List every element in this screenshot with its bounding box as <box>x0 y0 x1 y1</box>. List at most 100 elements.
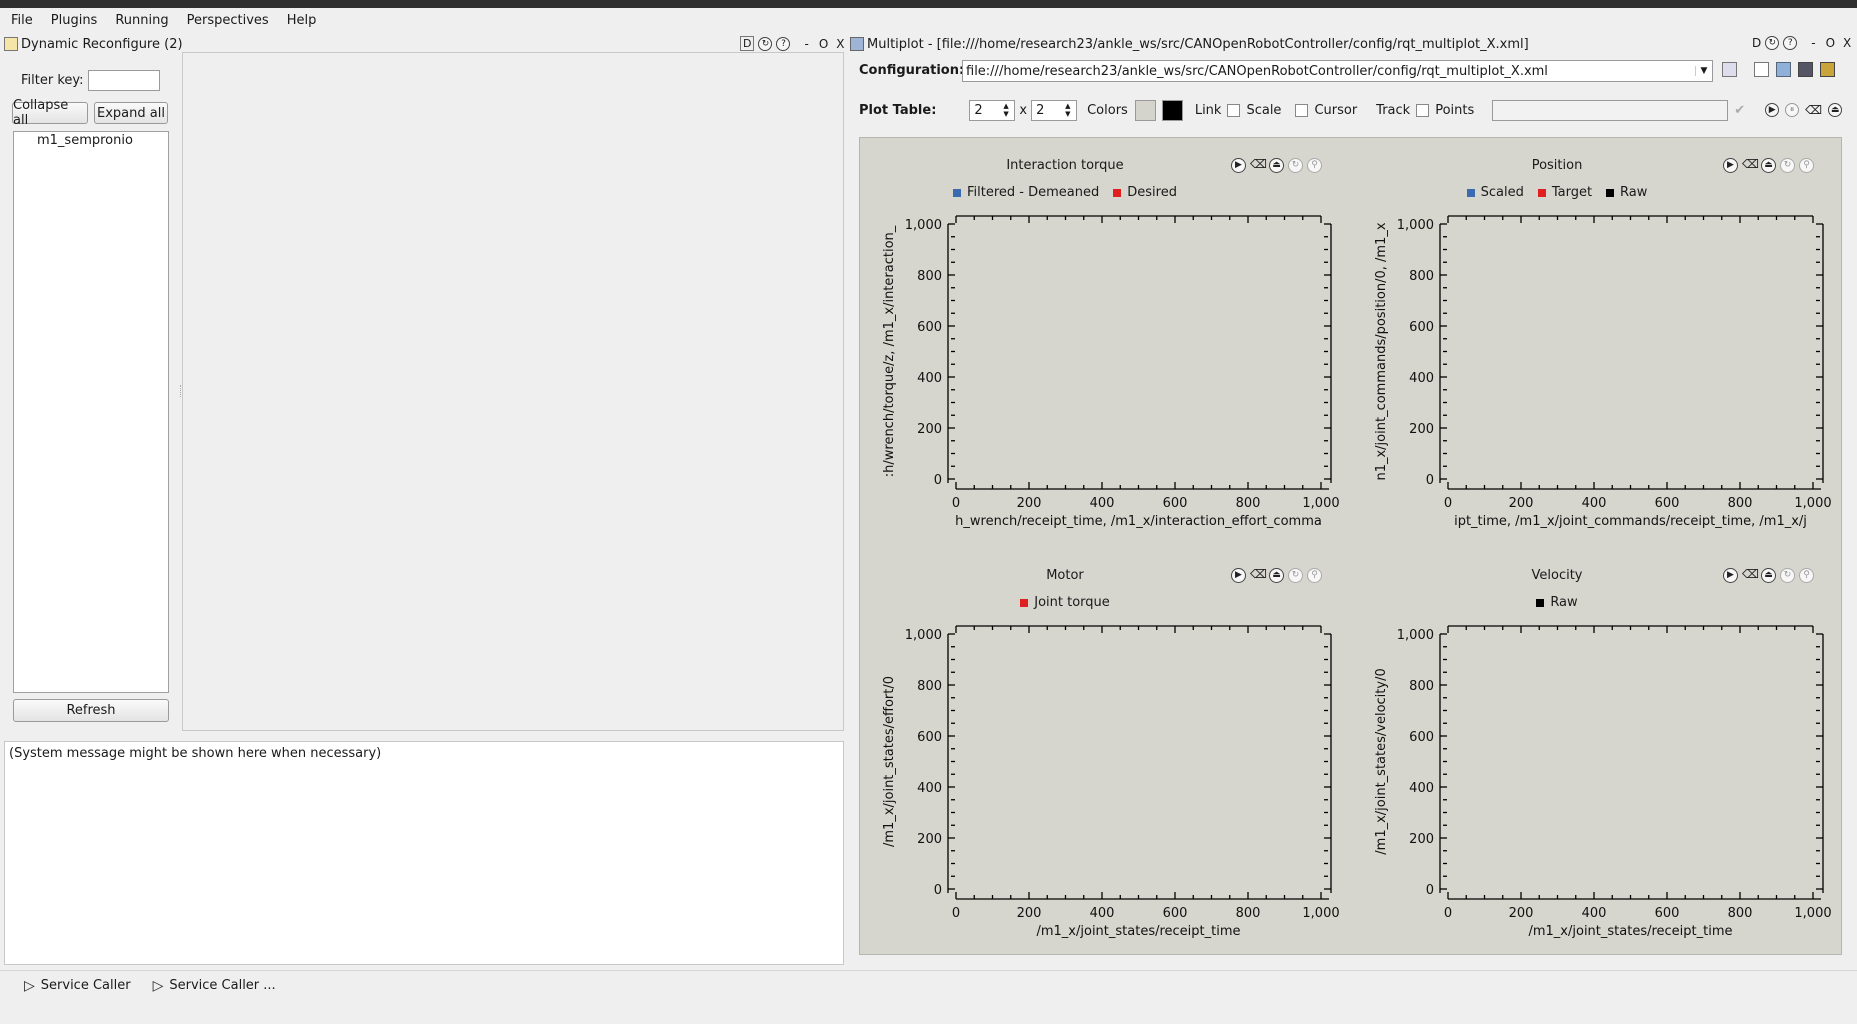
menu-file[interactable]: File <box>11 12 33 28</box>
tree-item[interactable]: m1_sempronio <box>37 133 133 148</box>
plot-canvas[interactable]: 0 200 400 600 800 1,000 0 200 400 600 800 1,000/m1_… <box>1352 562 1842 962</box>
points-checkbox[interactable] <box>1416 103 1430 117</box>
export-path-input[interactable] <box>1492 99 1729 121</box>
zoom-icon[interactable]: ⚲ <box>1799 568 1814 583</box>
configuration-combo[interactable]: file:///home/research23/ankle_ws/src/CAN… <box>962 60 1713 82</box>
dock-restore-button[interactable]: O <box>818 36 829 51</box>
filter-key-input[interactable] <box>88 70 160 91</box>
status-bar: ▷ Service Caller ▷ Service Caller ... <box>0 970 1857 1000</box>
pause-icon[interactable]: ⏸ <box>1785 103 1800 117</box>
expand-all-button[interactable]: Expand all <box>94 102 168 124</box>
eject-icon[interactable]: ⏏ <box>1828 103 1843 117</box>
y-tick-label: 200 <box>1409 422 1434 437</box>
scale-checkbox[interactable] <box>1227 103 1241 117</box>
menu-plugins[interactable]: Plugins <box>50 12 98 28</box>
collapse-all-button[interactable]: Collapse all <box>12 98 88 128</box>
zoom-icon[interactable]: ⚲ <box>1307 158 1322 173</box>
clear-config-icon[interactable] <box>1722 62 1737 77</box>
eject-icon[interactable]: ⏏ <box>1761 568 1776 583</box>
check-icon[interactable]: ✔ <box>1734 102 1746 118</box>
x-tick-label: 200 <box>1017 496 1042 511</box>
legend-item[interactable]: Scaled <box>1466 185 1524 200</box>
help-icon[interactable]: ? <box>776 36 791 51</box>
clear-icon[interactable]: ⌫ <box>1742 157 1759 171</box>
plot-table-toolbar: Plot Table: 2 ▲ ▼ x 2 ▲ ▼ Colors Link Scal… <box>859 98 1849 122</box>
chevron-down-icon[interactable]: ▼ <box>1695 66 1712 76</box>
cols-spinbox[interactable]: 2 ▲ ▼ <box>1031 99 1078 121</box>
dock-float-button[interactable]: D <box>1752 36 1762 50</box>
left-dock-buttons: D ↻ ? - O X <box>740 36 845 51</box>
y-tick-label: 200 <box>917 422 942 437</box>
menu-help[interactable]: Help <box>286 12 317 28</box>
service-caller-item[interactable]: ▷ Service Caller <box>24 978 131 994</box>
reset-icon[interactable]: ↻ <box>1780 158 1795 173</box>
dock-restore-button[interactable]: O <box>1825 36 1836 50</box>
reset-icon[interactable]: ↻ <box>1288 568 1303 583</box>
legend-swatch <box>1537 188 1546 197</box>
menu-running[interactable]: Running <box>115 12 169 28</box>
save-as-config-icon[interactable] <box>1820 62 1835 77</box>
zoom-icon[interactable]: ⚲ <box>1307 568 1322 583</box>
refresh-icon[interactable]: ↻ <box>1765 36 1780 50</box>
play-icon[interactable]: ▶ <box>1723 568 1738 583</box>
legend-item[interactable]: Raw <box>1606 185 1647 200</box>
help-icon[interactable]: ? <box>1783 36 1798 50</box>
dock-float-button[interactable]: D <box>740 36 755 51</box>
x-tick-label: 0 <box>952 906 960 921</box>
legend-item[interactable]: Desired <box>1113 185 1177 200</box>
play-icon[interactable]: ▶ <box>1231 568 1246 583</box>
dock-close-button[interactable]: X <box>836 36 845 51</box>
dock-minimize-button[interactable]: - <box>804 36 809 51</box>
plot-legend: Scaled Target Raw <box>1352 185 1762 200</box>
x-axis-label: /m1_x/joint_states/receipt_time <box>1528 924 1732 939</box>
x-tick-label: 0 <box>1444 906 1452 921</box>
cols-value: 2 <box>1036 102 1045 118</box>
zoom-icon[interactable]: ⚲ <box>1799 158 1814 173</box>
service-caller-2-item[interactable]: ▷ Service Caller ... <box>153 978 276 994</box>
x-tick-label: 800 <box>1236 906 1261 921</box>
splitter-handle[interactable] <box>180 385 183 397</box>
play-icon[interactable]: ▶ <box>1723 158 1738 173</box>
eject-icon[interactable]: ⏏ <box>1269 158 1284 173</box>
clear-icon[interactable]: ⌫ <box>1805 103 1823 117</box>
play-icon[interactable]: ▶ <box>1231 158 1246 173</box>
clear-icon[interactable]: ⌫ <box>1250 157 1267 171</box>
eject-icon[interactable]: ⏏ <box>1761 158 1776 173</box>
spin-arrows-icon[interactable]: ▲ ▼ <box>1065 102 1071 118</box>
plot-canvas[interactable]: 0 200 400 600 800 1,000 0 200 400 600 800 1,000 ipt_… <box>1352 152 1842 552</box>
legend-item[interactable]: Target <box>1537 185 1592 200</box>
legend-item[interactable]: Joint torque <box>1020 595 1110 610</box>
dock-close-button[interactable]: X <box>1843 36 1852 50</box>
x-axis-label: /m1_x/joint_states/receipt_time <box>1036 924 1240 939</box>
dock-minimize-button[interactable]: - <box>1811 36 1816 50</box>
y-axis-label: :h/wrench/torque/z, /m1_x/interaction_ <box>882 225 897 477</box>
reset-icon[interactable]: ↻ <box>1780 568 1795 583</box>
legend-item[interactable]: Filtered - Demeaned <box>953 185 1099 200</box>
cursor-checkbox[interactable] <box>1295 103 1309 117</box>
refresh-button[interactable]: Refresh <box>13 699 169 722</box>
play-icon[interactable]: ▶ <box>1765 103 1780 117</box>
rows-spinbox[interactable]: 2 ▲ ▼ <box>969 99 1016 121</box>
plot-canvas[interactable]: 0 200 400 600 800 1,000 0 200 400 600 800 1,000/m1_… <box>860 562 1350 962</box>
foreground-color-swatch[interactable] <box>1161 99 1183 121</box>
refresh-icon[interactable]: ↻ <box>758 36 773 51</box>
legend-item[interactable]: Raw <box>1536 595 1578 610</box>
y-tick-label: 200 <box>1409 832 1434 847</box>
open-config-icon[interactable] <box>1776 62 1791 77</box>
save-config-icon[interactable] <box>1798 62 1813 77</box>
dock-title: Dynamic Reconfigure (2) <box>21 36 183 52</box>
menu-perspectives[interactable]: Perspectives <box>186 12 269 28</box>
eject-icon[interactable]: ⏏ <box>1269 568 1284 583</box>
x-tick-label: 400 <box>1090 906 1115 921</box>
plot-canvas[interactable]: 0 200 400 600 800 1,000 0 200 400 600 800 1,000 h_wr… <box>860 152 1350 552</box>
new-config-icon[interactable] <box>1754 62 1769 77</box>
spin-arrows-icon[interactable]: ▲ ▼ <box>1003 102 1009 118</box>
clear-icon[interactable]: ⌫ <box>1742 567 1759 581</box>
y-tick-label: 800 <box>917 679 942 694</box>
background-color-swatch[interactable] <box>1134 99 1156 121</box>
service-caller-label: Service Caller <box>40 978 131 993</box>
clear-icon[interactable]: ⌫ <box>1250 567 1267 581</box>
play-outline-icon: ▷ <box>152 977 164 994</box>
plot-tools: ▶ ⌫ ⏏ ↻ ⚲ <box>1723 568 1814 583</box>
reset-icon[interactable]: ↻ <box>1288 158 1303 173</box>
